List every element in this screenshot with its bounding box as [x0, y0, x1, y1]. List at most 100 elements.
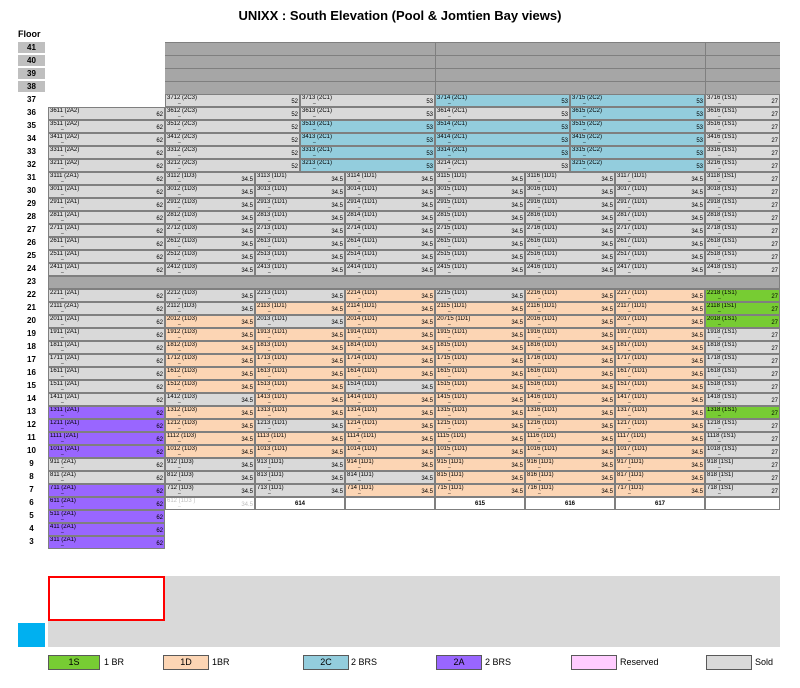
unit-cell[interactable]: 3615 (2C2) 53 _ — [570, 107, 705, 120]
unit-cell[interactable]: 1111 (2A1) 62 _ — [48, 432, 165, 445]
unit-cell[interactable]: 1812 (1D3) 34.5 _ — [165, 341, 255, 354]
unit-cell[interactable]: 1312 (1D3) 34.5 _ — [165, 406, 255, 419]
unit-cell[interactable]: 2714 (1D1) 34.5 _ — [345, 224, 435, 237]
unit-cell[interactable]: 1511 (2A1) 62 _ — [48, 380, 165, 393]
unit-cell[interactable]: 1213 (1D1) 34.5 _ — [255, 419, 345, 432]
unit-cell[interactable]: 2815 (1D1) 34.5 _ — [435, 211, 525, 224]
unit-cell[interactable]: 1712 (1D3) 34.5 _ — [165, 354, 255, 367]
unit-cell[interactable]: 616 — [525, 497, 615, 510]
unit-cell[interactable]: 1218 (1S1) 27 _ — [705, 419, 780, 432]
unit-cell[interactable]: 2511 (2A1) 62 _ — [48, 250, 165, 263]
unit-cell[interactable]: 1611 (2A1) 62 _ — [48, 367, 165, 380]
unit-cell[interactable]: 3115 (1D1) 34.5 _ — [435, 172, 525, 185]
unit-cell[interactable]: 1912 (1D3) 34.5 _ — [165, 328, 255, 341]
unit-cell[interactable]: 2613 (1D1) 34.5 _ — [255, 237, 345, 250]
unit-cell[interactable]: 1413 (1D1) 34.5 _ — [255, 393, 345, 406]
unit-cell[interactable]: 2211 (2A1) 62 _ — [48, 289, 165, 302]
unit-cell[interactable]: 2215 (1D1) 34.5 _ — [435, 289, 525, 302]
unit-cell[interactable]: 3612 (2C3) 52 _ — [165, 107, 300, 120]
unit-cell[interactable]: 2517 (1D1) 34.5 _ — [615, 250, 705, 263]
unit-cell[interactable]: 2818 (1S1) 27 _ — [705, 211, 780, 224]
unit-cell[interactable]: 3215 (2C2) 53 _ — [570, 159, 705, 172]
unit-cell[interactable]: 2914 (1D1) 34.5 _ — [345, 198, 435, 211]
unit-cell[interactable]: 1814 (1D1) 34.5 _ — [345, 341, 435, 354]
unit-cell[interactable]: 3013 (1D1) 34.5 _ — [255, 185, 345, 198]
unit-cell[interactable]: 3613 (2C1) 53 _ — [300, 107, 435, 120]
unit-cell[interactable]: 2713 (1D1) 34.5 _ — [255, 224, 345, 237]
unit-cell[interactable]: 1911 (2A1) 62 _ — [48, 328, 165, 341]
unit-cell[interactable]: 3116 (1D1) 34.5 _ — [525, 172, 615, 185]
unit-cell[interactable]: 411 (2A1) 62 _ — [48, 523, 165, 536]
unit-cell[interactable]: 1216 (1D1) 34.5 _ — [525, 419, 615, 432]
unit-cell[interactable]: 713 (1D1) 34.5 _ — [255, 484, 345, 497]
unit-cell[interactable]: 2412 (1D3) 34.5 _ — [165, 263, 255, 276]
unit-cell[interactable]: 2415 (1D1) 34.5 _ — [435, 263, 525, 276]
unit-cell[interactable]: 1917 (1D1) 34.5 _ — [615, 328, 705, 341]
unit-cell[interactable]: 3616 (1S1) 27 _ — [705, 107, 780, 120]
unit-cell[interactable]: 1613 (1D1) 34.5 _ — [255, 367, 345, 380]
unit-cell[interactable]: 2114 (1D1) 34.5 _ — [345, 302, 435, 315]
unit-cell[interactable]: 2813 (1D1) 34.5 _ — [255, 211, 345, 224]
unit-cell[interactable]: 2515 (1D1) 34.5 _ — [435, 250, 525, 263]
unit-cell[interactable]: 3213 (2C1) 53 _ — [300, 159, 435, 172]
unit-cell[interactable]: 3211 (2A2) 62 _ — [48, 159, 165, 172]
unit-cell[interactable]: 2217 (1D1) 34.5 _ — [615, 289, 705, 302]
unit-cell[interactable]: 1317 (1D1) 34.5 _ — [615, 406, 705, 419]
unit-cell[interactable]: 3414 (2C1) 53 _ — [435, 133, 570, 146]
unit-cell[interactable]: 3017 (1D1) 34.5 _ — [615, 185, 705, 198]
unit-cell[interactable]: 1813 (1D1) 34.5 _ — [255, 341, 345, 354]
unit-cell[interactable]: 3118 (1S1) 27 _ — [705, 172, 780, 185]
unit-cell[interactable]: 2518 (1S1) 27 _ — [705, 250, 780, 263]
unit-cell[interactable]: 3511 (2A2) 62 _ — [48, 120, 165, 133]
unit-cell[interactable]: 2113 (1D1) 34.5 _ — [255, 302, 345, 315]
unit-cell[interactable]: 2418 (1S1) 27 _ — [705, 263, 780, 276]
unit-cell[interactable]: 711 (2A1) 62 _ — [48, 484, 165, 497]
unit-cell[interactable]: 1816 (1D1) 34.5 _ — [525, 341, 615, 354]
unit-cell[interactable]: 1211 (2A1) 62 _ — [48, 419, 165, 432]
unit-cell[interactable]: 1314 (1D1) 34.5 _ — [345, 406, 435, 419]
unit-cell[interactable]: 3415 (2C2) 53 _ — [570, 133, 705, 146]
unit-cell[interactable]: 3416 (1S1) 27 _ — [705, 133, 780, 146]
unit-cell[interactable]: 2812 (1D3) 34.5 _ — [165, 211, 255, 224]
unit-cell[interactable]: 3614 (2C1) 53 _ — [435, 107, 570, 120]
unit-cell[interactable]: 2416 (1D1) 34.5 _ — [525, 263, 615, 276]
unit-cell[interactable]: 2115 (1D1) 34.5 _ — [435, 302, 525, 315]
unit-cell[interactable]: 1612 (1D3) 34.5 _ — [165, 367, 255, 380]
unit-cell[interactable]: 718 (1S1) 27 _ — [705, 484, 780, 497]
unit-cell[interactable]: 1412 (1D3) 34.5 _ — [165, 393, 255, 406]
unit-cell[interactable]: 2117 (1D1) 34.5 _ — [615, 302, 705, 315]
unit-cell[interactable]: 3412 (2C3) 52 _ — [165, 133, 300, 146]
unit-cell[interactable]: 1011 (2A1) 62 _ — [48, 445, 165, 458]
unit-cell[interactable]: 715 (1D1) 34.5 _ — [435, 484, 525, 497]
unit-cell[interactable]: 2717 (1D1) 34.5 _ — [615, 224, 705, 237]
unit-cell[interactable]: 818 (1S1) 27 _ — [705, 471, 780, 484]
unit-cell[interactable]: 1012 (1D3) 34.5 _ — [165, 445, 255, 458]
unit-cell[interactable]: 3713 (2C1) 53 _ — [300, 94, 435, 107]
unit-cell[interactable] — [345, 497, 435, 510]
unit-cell[interactable]: 1811 (2A1) 62 _ — [48, 341, 165, 354]
unit-cell[interactable]: 3018 (1S1) 27 _ — [705, 185, 780, 198]
unit-cell[interactable]: 2711 (2A1) 62 _ — [48, 224, 165, 237]
unit-cell[interactable]: 1913 (1D1) 34.5 _ — [255, 328, 345, 341]
unit-cell[interactable]: 3216 (1S1) 27 _ — [705, 159, 780, 172]
unit-cell[interactable]: 1717 (1D1) 34.5 _ — [615, 354, 705, 367]
unit-cell[interactable]: 3312 (2C3) 52 _ — [165, 146, 300, 159]
unit-cell[interactable]: 1713 (1D1) 34.5 _ — [255, 354, 345, 367]
unit-cell[interactable]: 1117 (1D1) 34.5 _ — [615, 432, 705, 445]
unit-cell[interactable]: 815 (1D1) 34.5 _ — [435, 471, 525, 484]
unit-cell[interactable]: 2513 (1D1) 34.5 _ — [255, 250, 345, 263]
unit-cell[interactable]: 2411 (2A1) 62 _ — [48, 263, 165, 276]
unit-cell[interactable]: 614 — [255, 497, 345, 510]
unit-cell[interactable]: 3513 (2C1) 53 _ — [300, 120, 435, 133]
unit-cell[interactable]: 1512 (1D3) 34.5 _ — [165, 380, 255, 393]
unit-cell[interactable]: 2612 (1D3) 34.5 _ — [165, 237, 255, 250]
unit-cell[interactable]: 1618 (1S1) 27 _ — [705, 367, 780, 380]
unit-cell[interactable]: 2814 (1D1) 34.5 _ — [345, 211, 435, 224]
unit-cell[interactable]: 1118 (1S1) 27 _ — [705, 432, 780, 445]
unit-cell[interactable]: 612 (1D3 ) 34.5 _ — [165, 497, 255, 510]
unit-cell[interactable]: 2216 (1D1) 34.5 _ — [525, 289, 615, 302]
unit-cell[interactable]: 3316 (1S1) 27 _ — [705, 146, 780, 159]
unit-cell[interactable]: 2915 (1D1) 34.5 _ — [435, 198, 525, 211]
unit-cell[interactable]: 918 (1S1) 27 _ — [705, 458, 780, 471]
unit-cell[interactable]: 615 — [435, 497, 525, 510]
